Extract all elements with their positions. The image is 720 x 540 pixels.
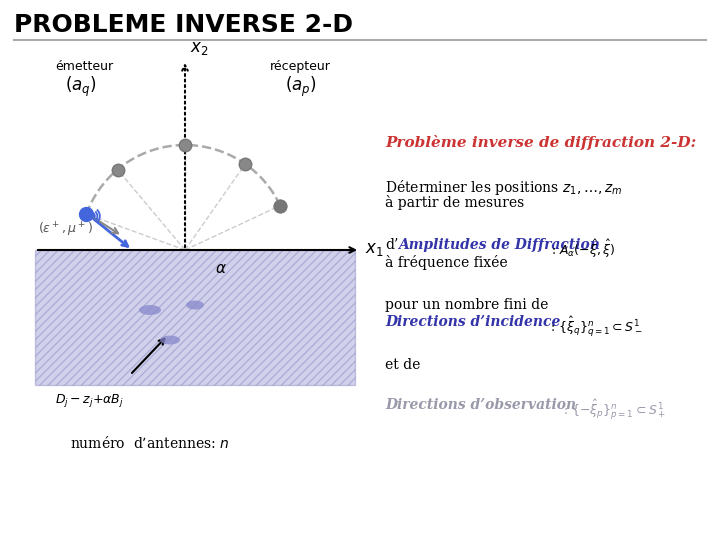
Text: $D_j - z_j{+}\alpha B_j$: $D_j - z_j{+}\alpha B_j$	[55, 392, 124, 409]
Text: récepteur: récepteur	[270, 60, 331, 73]
Text: Amplitudes de Diffraction: Amplitudes de Diffraction	[398, 238, 600, 252]
Text: $(a_p)$: $(a_p)$	[285, 75, 317, 99]
Text: à fréquence fixée: à fréquence fixée	[385, 255, 508, 270]
Text: d’: d’	[385, 238, 398, 252]
Text: numéro  d’antennes: $n$: numéro d’antennes: $n$	[70, 435, 230, 451]
Text: émetteur: émetteur	[55, 60, 113, 73]
Ellipse shape	[139, 305, 161, 315]
Text: Directions d’observation: Directions d’observation	[385, 398, 576, 412]
Ellipse shape	[186, 300, 204, 309]
Text: : $A_{\alpha}(-\hat{\xi}, \hat{\xi})$: : $A_{\alpha}(-\hat{\xi}, \hat{\xi})$	[551, 238, 616, 260]
Text: Déterminer les positions $z_1, \ldots, z_m$: Déterminer les positions $z_1, \ldots, z…	[385, 178, 622, 197]
Text: $(a_q)$: $(a_q)$	[65, 75, 96, 99]
Text: $x_2$: $x_2$	[190, 40, 209, 57]
Text: : $\{\hat{\xi}_q\}_{q=1}^n \subset S^1_-$: : $\{\hat{\xi}_q\}_{q=1}^n \subset S^1_-…	[550, 315, 643, 340]
Ellipse shape	[160, 335, 180, 345]
Text: $(\varepsilon^+, \mu^+)$: $(\varepsilon^+, \mu^+)$	[38, 221, 93, 239]
Text: : $\{-\hat{\xi}_p\}_{p=1}^n \subset S^1_+$: : $\{-\hat{\xi}_p\}_{p=1}^n \subset S^1_…	[563, 398, 666, 422]
Text: Problème inverse de diffraction 2-D:: Problème inverse de diffraction 2-D:	[385, 135, 696, 150]
Text: Directions d’incidence: Directions d’incidence	[385, 315, 560, 329]
Text: pour un nombre fini de: pour un nombre fini de	[385, 298, 549, 312]
Text: à partir de mesures: à partir de mesures	[385, 195, 524, 210]
Text: $x_1$: $x_1$	[365, 241, 384, 259]
Bar	[35, 250, 355, 385]
Text: PROBLEME INVERSE 2-D: PROBLEME INVERSE 2-D	[14, 13, 353, 37]
Text: $\alpha$: $\alpha$	[215, 262, 227, 276]
Text: et de: et de	[385, 358, 420, 372]
